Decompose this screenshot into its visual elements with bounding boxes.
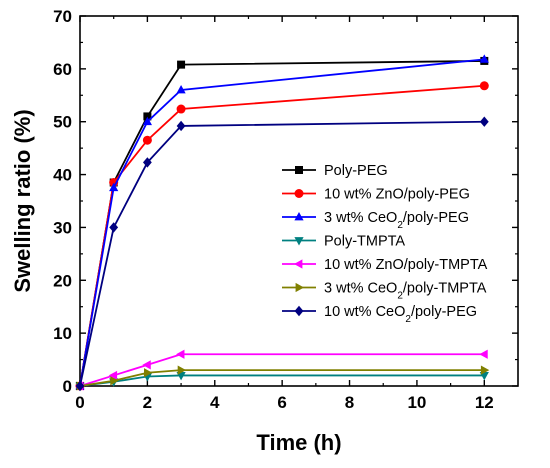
y-tick-label: 30	[53, 218, 72, 237]
data-point	[177, 60, 186, 69]
data-point	[480, 365, 490, 375]
y-tick-label: 40	[53, 166, 72, 185]
legend-item: 3 wt% CeO2/poly-PEG	[282, 210, 469, 231]
axes: 0 2 4 6 8 10 12 0 10 20 30 40 50 60 70	[53, 7, 519, 412]
series-2	[75, 81, 489, 391]
legend-item: Poly-TMPTA	[282, 234, 405, 250]
data-point	[142, 135, 152, 145]
legend-marker	[294, 237, 304, 246]
legend-label: 3 wt% CeO2/poly-TMPTA	[324, 281, 487, 302]
y-tick-label: 70	[53, 7, 72, 26]
x-tick-label: 10	[407, 393, 426, 412]
data-point	[143, 112, 152, 121]
legend-label: 10 wt% ZnO/poly-TMPTA	[324, 257, 488, 273]
data-point	[479, 349, 488, 359]
x-tick-label: 0	[75, 393, 84, 412]
legend-item: 3 wt% CeO2/poly-TMPTA	[282, 281, 487, 302]
data-point	[176, 349, 185, 359]
legend-item: Poly-PEG	[282, 163, 388, 179]
data-point	[109, 182, 119, 192]
x-axis-title: Time (h)	[256, 430, 341, 455]
y-tick-label: 50	[53, 113, 72, 132]
legend-label: 3 wt% CeO2/poly-PEG	[324, 210, 469, 231]
legend-marker	[295, 166, 303, 174]
y-tick-label: 60	[53, 60, 72, 79]
data-point	[176, 120, 186, 132]
x-tick-label: 8	[345, 393, 354, 412]
data-point	[75, 380, 85, 392]
series-7	[75, 116, 489, 392]
legend-item: 10 wt% ZnO/poly-TMPTA	[282, 257, 488, 273]
y-tick-label: 0	[63, 377, 72, 396]
data-point	[142, 116, 152, 126]
data-point	[479, 54, 489, 63]
data-point	[176, 104, 186, 114]
data-point	[176, 85, 186, 94]
legend: Poly-PEG 10 wt% ZnO/poly-PEG 3 wt% CeO2/po…	[282, 163, 488, 325]
legend-marker	[294, 305, 304, 317]
x-tick-label: 2	[143, 393, 152, 412]
data-point	[108, 370, 118, 381]
data-point	[110, 376, 119, 386]
data-point	[142, 157, 152, 168]
legend-label: Poly-TMPTA	[324, 234, 405, 250]
data-point	[479, 116, 489, 127]
series-layer	[75, 54, 490, 392]
y-axis-title: Swelling ratio (%)	[10, 109, 35, 292]
legend-item: 10 wt% CeO2/poly-PEG	[282, 304, 477, 325]
legend-marker	[294, 212, 304, 221]
x-tick-label: 6	[277, 393, 286, 412]
series-line	[79, 120, 485, 387]
legend-marker	[295, 282, 304, 293]
x-tick-label: 12	[475, 393, 494, 412]
data-point	[143, 368, 153, 378]
legend-label: 10 wt% CeO2/poly-PEG	[324, 304, 477, 325]
legend-marker	[294, 259, 303, 269]
y-tick-label: 20	[53, 271, 72, 290]
legend-marker	[294, 189, 304, 198]
legend-item: 10 wt% ZnO/poly-PEG	[282, 187, 470, 203]
data-point	[109, 222, 119, 233]
data-point	[142, 360, 151, 370]
legend-label: 10 wt% ZnO/poly-PEG	[324, 187, 470, 203]
x-tick-label: 4	[210, 393, 220, 412]
y-tick-label: 10	[53, 324, 72, 343]
data-point	[177, 365, 187, 375]
legend-label: Poly-PEG	[324, 163, 388, 179]
data-point	[479, 81, 489, 91]
